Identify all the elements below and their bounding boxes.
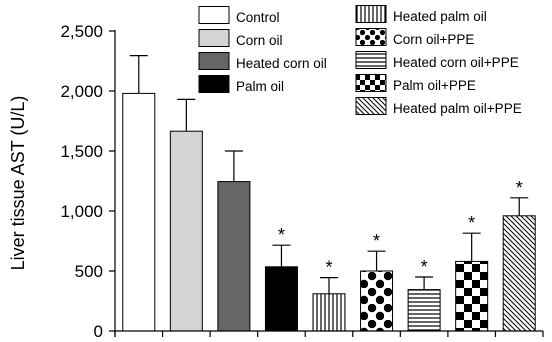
legend-label: Corn oil+PPE xyxy=(393,32,474,47)
legend-label: Corn oil xyxy=(236,33,283,48)
legend-label: Palm oil xyxy=(236,79,284,94)
y-tick-label: 2,500 xyxy=(60,22,103,41)
significance-marks: * * * * * * xyxy=(278,178,523,278)
significance-mark: * xyxy=(325,258,332,278)
legend-label: Heated palm oil xyxy=(393,9,487,24)
legend-label: Heated palm oil+PPE xyxy=(393,101,522,116)
legend-swatch xyxy=(198,29,230,47)
legend-swatch xyxy=(198,6,230,24)
legend-label: Control xyxy=(236,10,280,25)
legend-swatch xyxy=(355,28,387,46)
legend-swatch xyxy=(355,74,387,92)
y-tick-label: 0 xyxy=(94,322,103,341)
error-bars xyxy=(129,54,529,294)
legend-swatch xyxy=(198,75,230,93)
legend-swatch xyxy=(355,5,387,23)
bar xyxy=(360,270,394,332)
significance-mark: * xyxy=(421,257,428,277)
y-tick-label: 1,500 xyxy=(60,142,103,161)
significance-mark: * xyxy=(278,225,285,245)
significance-mark: * xyxy=(516,178,523,198)
bar xyxy=(502,215,536,332)
significance-mark: * xyxy=(373,231,380,251)
y-axis-title: Liver tissue AST (U/L) xyxy=(8,96,28,271)
bar xyxy=(264,266,298,332)
legend-label: Heated corn oil xyxy=(236,56,327,71)
significance-mark: * xyxy=(468,213,475,233)
bar xyxy=(455,260,489,332)
bar xyxy=(407,289,441,332)
y-axis-ticks: 0 500 1,000 1,500 2,000 2,500 xyxy=(60,22,115,341)
legend-label: Heated corn oil+PPE xyxy=(393,55,519,70)
y-tick-label: 2,000 xyxy=(60,82,103,101)
x-axis-ticks xyxy=(114,331,544,337)
y-tick-label: 1,000 xyxy=(60,202,103,221)
bar xyxy=(217,181,251,332)
legend-swatch xyxy=(198,52,230,70)
y-tick-label: 500 xyxy=(75,262,103,281)
legend-label: Palm oil+PPE xyxy=(393,78,476,93)
bar xyxy=(169,130,203,332)
bars xyxy=(122,92,536,332)
bar xyxy=(122,92,156,332)
legend: Control Corn oil Heated corn oil Palm oil He… xyxy=(198,5,522,116)
bar xyxy=(312,293,346,332)
legend-swatch xyxy=(355,51,387,69)
legend-swatch xyxy=(355,97,387,115)
